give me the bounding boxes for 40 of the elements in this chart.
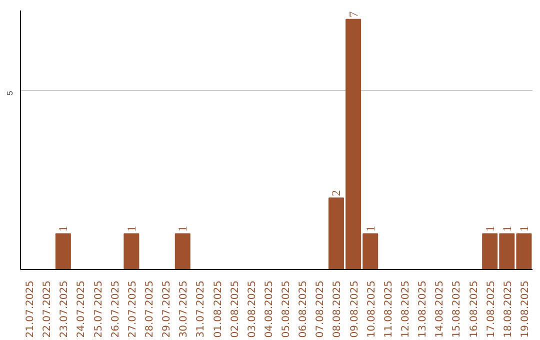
x-tick-label: 21.07.2025 — [25, 280, 36, 338]
data-label: 1 — [176, 226, 190, 232]
x-tick-label: 29.07.2025 — [162, 280, 173, 338]
x-tick-label: 26.07.2025 — [110, 280, 122, 338]
data-label: 1 — [500, 226, 514, 232]
x-tick-label: 14.08.2025 — [434, 280, 446, 338]
x-tick-label: 12.08.2025 — [400, 280, 412, 338]
x-tick-label: 24.07.2025 — [76, 280, 88, 338]
x-tick-label: 07.08.2025 — [315, 280, 326, 338]
data-label: 2 — [329, 190, 344, 196]
x-tick-label: 09.08.2025 — [349, 280, 360, 338]
x-tick-label: 08.08.2025 — [332, 280, 344, 338]
x-tick-label: 31.07.2025 — [196, 280, 207, 338]
x-tick-label: 06.08.2025 — [298, 280, 310, 338]
x-tick-label: 19.08.2025 — [520, 280, 531, 338]
y-tick-label: 5 — [6, 90, 14, 96]
x-tick-label: 01.08.2025 — [212, 280, 224, 338]
x-tick-label: 22.07.2025 — [42, 280, 54, 338]
data-label: 1 — [482, 226, 497, 232]
x-tick-label: 23.07.2025 — [59, 280, 70, 338]
x-tick-label: 25.07.2025 — [93, 280, 104, 338]
x-tick-label: 17.08.2025 — [486, 280, 497, 338]
x-tick-label: 13.08.2025 — [418, 280, 429, 338]
data-label: 1 — [516, 226, 531, 232]
x-tick-label: 10.08.2025 — [366, 280, 378, 338]
x-tick-label: 28.07.2025 — [144, 280, 156, 338]
x-tick-label: 27.07.2025 — [127, 280, 138, 338]
x-tick-label: 03.08.2025 — [246, 280, 258, 338]
x-tick-label: 30.07.2025 — [178, 280, 190, 338]
x-tick-label: 16.08.2025 — [468, 280, 480, 338]
data-label: 1 — [363, 226, 378, 232]
data-label: 7 — [346, 11, 360, 18]
x-tick-label: 05.08.2025 — [281, 280, 292, 338]
data-label: 1 — [124, 226, 138, 232]
x-tick-label: 15.08.2025 — [452, 280, 463, 338]
x-tick-label: 02.08.2025 — [230, 280, 241, 338]
x-tick-label: 04.08.2025 — [264, 280, 275, 338]
x-tick-label: 11.08.2025 — [383, 280, 394, 338]
data-label: 1 — [56, 226, 70, 232]
x-tick-label: 18.08.2025 — [502, 280, 514, 338]
